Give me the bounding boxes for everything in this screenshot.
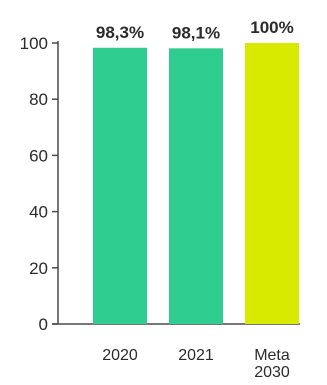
x-tick-label: 2030	[254, 364, 290, 381]
bar	[169, 48, 223, 325]
data-labels: 98,3% 98,1% 100%	[96, 18, 294, 42]
x-tick-label: 2020	[102, 347, 138, 364]
x-tick-label: 2021	[178, 347, 214, 364]
bars	[93, 43, 299, 325]
y-tick-label: 20	[29, 259, 48, 278]
bar-data-label: 98,3%	[96, 23, 144, 42]
bar-data-label: 100%	[250, 18, 293, 37]
axes: 0 20 40 60 80 100	[20, 34, 300, 334]
y-tick-label: 40	[29, 203, 48, 222]
bar-data-label: 98,1%	[172, 23, 220, 42]
x-tick-label: Meta	[254, 347, 290, 364]
bar	[245, 43, 299, 324]
bar	[93, 47, 147, 324]
y-tick-label: 100	[20, 34, 48, 53]
y-tick-label: 0	[39, 315, 48, 334]
y-tick-label: 80	[29, 90, 48, 109]
y-tick-label: 60	[29, 146, 48, 165]
